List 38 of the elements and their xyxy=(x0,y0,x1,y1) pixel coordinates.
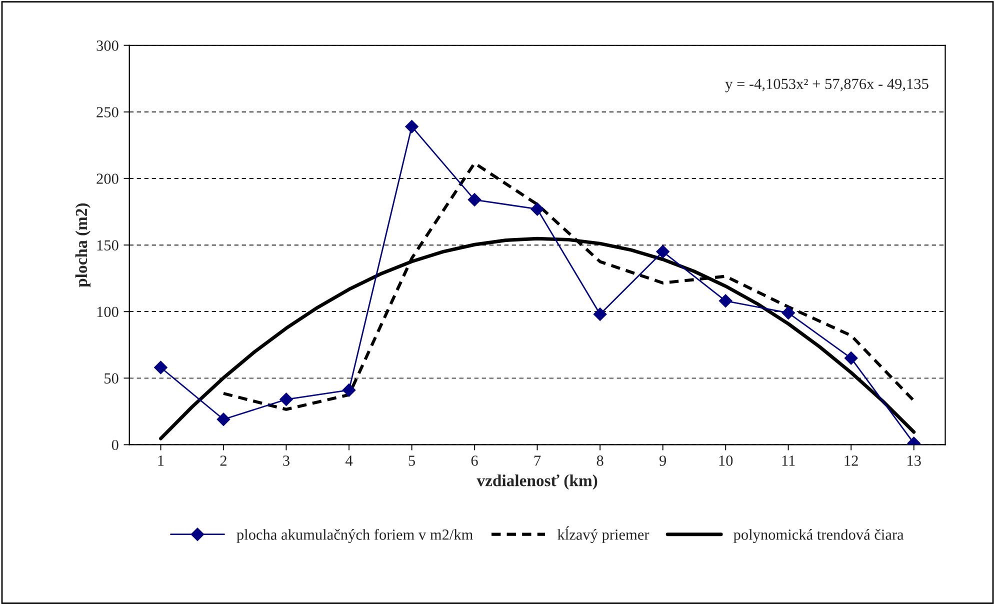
point xyxy=(593,308,607,321)
x-tick-label: 6 xyxy=(471,456,478,466)
y-tick-label: 50 xyxy=(104,373,118,384)
point xyxy=(342,384,356,397)
point xyxy=(656,245,670,258)
x-tick-label: 7 xyxy=(534,456,541,466)
x-tick-label: 11 xyxy=(782,456,795,466)
point xyxy=(154,360,168,374)
x-tick-label: 1 xyxy=(158,456,164,466)
y-tick-label: 250 xyxy=(96,107,118,118)
point xyxy=(530,202,544,216)
point xyxy=(782,306,795,320)
point xyxy=(405,120,418,134)
y-tick-label: 300 xyxy=(96,40,118,51)
x-axis-title: vzdialenosť (km) xyxy=(476,474,598,490)
x-tick-label: 8 xyxy=(596,456,604,466)
x-tick-label: 12 xyxy=(844,456,858,466)
legend-label: polynomická trendová čiara xyxy=(734,529,904,543)
x-tick-label: 2 xyxy=(220,456,226,466)
y-tick-label: 100 xyxy=(97,306,118,318)
annotation: y = -4,1053x² + 57,876x - 49,135 xyxy=(725,78,928,92)
x-tick-label: 10 xyxy=(719,456,733,466)
y-tick-label: 200 xyxy=(96,174,118,184)
point xyxy=(468,193,482,206)
point xyxy=(844,352,858,365)
x-tick-label: 5 xyxy=(408,456,415,466)
x-tick-label: 13 xyxy=(908,456,921,466)
x-tick-label: 4 xyxy=(345,456,353,466)
x-tick-label: 3 xyxy=(283,456,290,466)
point xyxy=(718,294,732,308)
point xyxy=(216,412,230,426)
point xyxy=(280,392,293,406)
x-tick-label: 9 xyxy=(659,456,666,466)
legend-label: plocha akumulačných foriem v m2/km xyxy=(236,528,473,543)
legend-label: kĺzavý priemer xyxy=(558,526,650,543)
y-tick-label: 0 xyxy=(112,440,118,450)
y-axis-title: plocha (m2) xyxy=(75,203,90,288)
y-tick-label: 150 xyxy=(97,240,118,250)
